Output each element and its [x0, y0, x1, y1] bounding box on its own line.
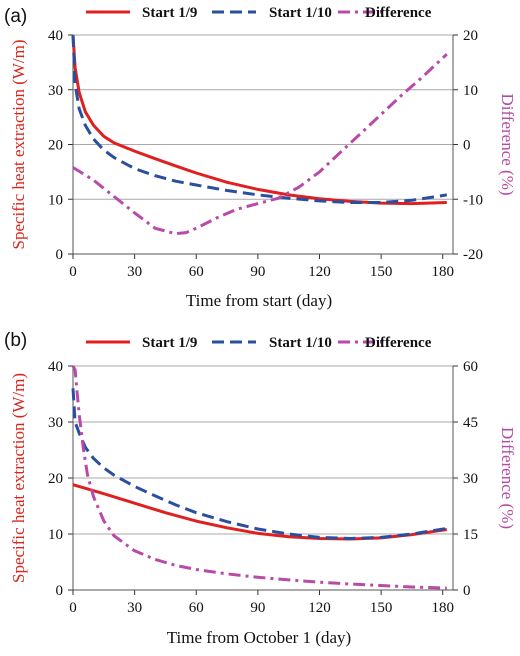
- y-axis-label-left: Specific heat extraction (W/m): [9, 373, 28, 583]
- y-right-tick-label: -20: [463, 247, 483, 263]
- panel-label: (b): [4, 330, 27, 351]
- series-line-start-1-10: [71, 388, 448, 540]
- y-axis-label-left: Specific heat extraction (W/m): [9, 39, 28, 249]
- legend-label: Difference: [365, 335, 432, 351]
- legend-label: Start 1/10: [269, 335, 332, 351]
- y-axis-label-right: Difference (%): [498, 427, 517, 529]
- legend-label: Start 1/10: [269, 5, 332, 21]
- y-tick-label: 20: [48, 471, 63, 487]
- series-line-difference: [72, 53, 448, 236]
- y-axis-label-right: Difference (%): [498, 93, 517, 195]
- y-tick-label: 30: [48, 83, 63, 99]
- series-line-difference: [71, 365, 447, 590]
- y-tick-label: 40: [48, 359, 63, 375]
- y-right-tick-label: 15: [463, 527, 478, 543]
- legend-label: Start 1/9: [142, 5, 197, 21]
- x-tick-label: 30: [127, 600, 142, 616]
- y-tick-label: 0: [56, 583, 64, 599]
- x-tick-label: 60: [189, 600, 204, 616]
- series-line-start-1-10: [71, 34, 448, 204]
- x-tick-label: 90: [250, 264, 265, 280]
- y-right-tick-label: 20: [463, 28, 478, 44]
- x-tick-label: 90: [250, 600, 265, 616]
- series-line-start-1-9: [71, 34, 447, 206]
- y-tick-label: 0: [56, 247, 64, 263]
- x-tick-label: 0: [69, 600, 77, 616]
- x-tick-label: 120: [308, 264, 331, 280]
- y-tick-label: 10: [48, 192, 63, 208]
- y-right-tick-label: 10: [463, 83, 478, 99]
- x-tick-label: 60: [189, 264, 204, 280]
- x-tick-label: 150: [370, 264, 393, 280]
- x-tick-label: 180: [431, 600, 454, 616]
- y-tick-label: 40: [48, 28, 63, 44]
- y-right-tick-label: 0: [463, 138, 471, 154]
- x-tick-label: 0: [69, 264, 77, 280]
- y-right-tick-label: 30: [463, 471, 478, 487]
- x-axis-label: Time from start (day): [186, 291, 332, 310]
- legend-label: Difference: [365, 5, 432, 21]
- y-tick-label: 10: [48, 527, 63, 543]
- series-line-start-1-9: [72, 483, 448, 541]
- x-tick-label: 120: [308, 600, 331, 616]
- legend-label: Start 1/9: [142, 335, 197, 351]
- y-right-tick-label: -10: [463, 192, 483, 208]
- y-right-tick-label: 60: [463, 359, 478, 375]
- panel-a: (a) 0 10 20 30 40 -20 -10 0 10 20 0 30 60 90 120 150 180 S…: [4, 5, 517, 310]
- panel-b: (b) 0 10 20 30 40 0 15 30 45 60 0 30 60 90 120 150 180 Sta…: [4, 330, 517, 647]
- x-tick-label: 150: [370, 600, 393, 616]
- x-tick-label: 30: [127, 264, 142, 280]
- y-right-tick-label: 45: [463, 415, 478, 431]
- x-axis-label: Time from October 1 (day): [167, 628, 351, 647]
- y-tick-label: 20: [48, 138, 63, 154]
- panel-label: (a): [4, 6, 27, 27]
- y-tick-label: 30: [48, 415, 63, 431]
- x-tick-label: 180: [431, 264, 454, 280]
- y-right-tick-label: 0: [463, 583, 471, 599]
